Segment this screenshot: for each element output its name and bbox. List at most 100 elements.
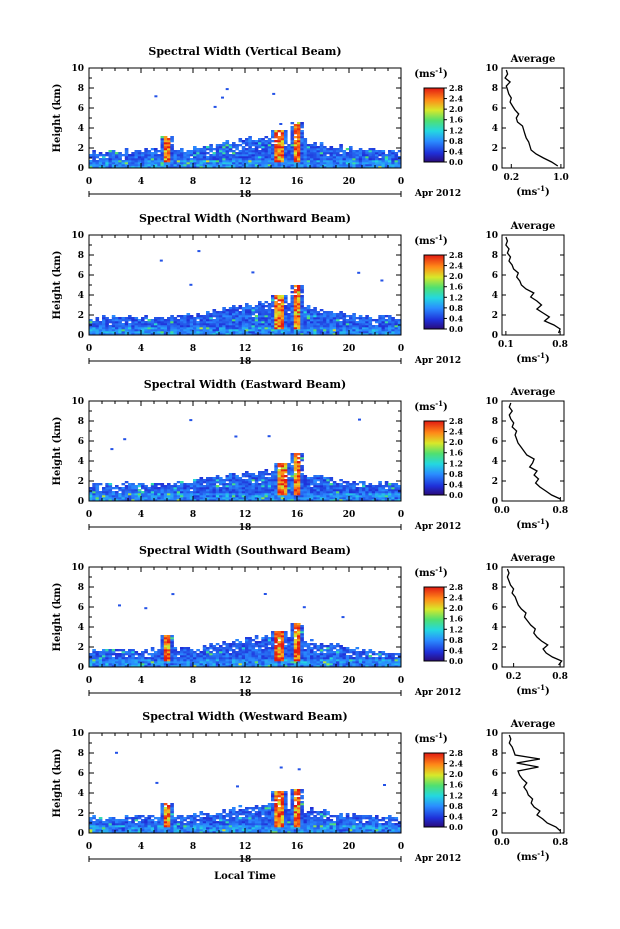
y-axis-label: Height (km) [52,251,63,320]
y-tick-label: 8 [78,251,84,261]
average-axes-frame [501,566,565,668]
average-axes-frame [501,400,565,502]
average-y-tick-label: 2 [492,809,498,819]
average-y-tick-label: 6 [492,603,498,613]
average-x-tick-label: 0.8 [552,340,568,350]
average-x-axis-label: (ms-1) [516,517,549,531]
y-tick-label: 8 [78,84,84,94]
colorbar-tick-label: 2.0 [449,603,463,613]
average-x-tick-label: 1.0 [553,173,569,183]
colorbar-tick-label: 0.0 [449,157,463,167]
heatmap-field [89,250,402,336]
average-y-tick-label: 4 [492,623,498,633]
average-y-tick-label: 0 [492,497,498,507]
x-tick-label: 0 [398,510,404,520]
average-x-tick-label: 0.8 [553,838,569,848]
y-tick-label: 6 [78,271,84,281]
x-tick-label: 16 [291,510,304,520]
average-y-tick-label: 2 [492,144,498,154]
y-tick-label: 4 [78,457,84,467]
colorbar-tick-label: 2.4 [449,759,463,769]
average-x-tick-label: 0.0 [494,838,510,848]
colorbar-tick-label: 0.8 [449,303,463,313]
date-month-label: Apr 2012 [414,356,461,366]
y-tick-label: 4 [78,623,84,633]
x-tick-label: 8 [190,842,196,852]
average-x-tick-label: 0.8 [553,506,569,516]
average-y-tick-label: 6 [492,104,498,114]
average-y-tick-label: 8 [492,749,498,759]
x-tick-label: 0 [86,177,92,187]
colorbar-tick-label: 0.0 [449,324,463,334]
average-x-tick-label: 0.2 [503,173,519,183]
date-month-label: Apr 2012 [414,854,461,864]
colorbar-unit-label: (ms-1) [414,66,447,80]
x-tick-label: 4 [138,510,144,520]
colorbar-tick-label: 1.6 [449,282,463,292]
colorbar-unit-label: (ms-1) [414,399,447,413]
x-tick-label: 8 [190,510,196,520]
y-tick-label: 0 [78,164,84,174]
average-x-axis-label: (ms-1) [516,184,549,198]
average-y-tick-label: 10 [485,64,498,74]
average-x-axis-label: (ms-1) [516,351,549,365]
average-y-tick-label: 4 [492,291,498,301]
average-x-tick-label: 0.2 [506,672,522,682]
y-tick-label: 6 [78,437,84,447]
average-y-tick-label: 0 [492,663,498,673]
x-tick-label: 12 [239,842,252,852]
panel-5: Spectral Width (Westward Beam) 0 2 4 6 8 10 Hei… [52,710,568,882]
colorbar-tick-label: 0.8 [449,801,463,811]
date-day-label: 18 [239,523,252,533]
average-y-tick-label: 0 [492,331,498,341]
y-tick-label: 0 [78,663,84,673]
x-tick-label: 0 [398,344,404,354]
average-y-tick-label: 4 [492,457,498,467]
average-axes-frame [501,732,565,834]
colorbar-tick-label: 1.2 [449,624,463,634]
colorbar-tick-label: 2.8 [449,83,463,93]
average-profile-line [504,69,559,167]
colorbar-tick-label: 1.6 [449,614,463,624]
x-tick-label: 16 [291,842,304,852]
x-tick-label: 20 [343,510,356,520]
average-axes-frame [501,234,565,336]
y-tick-label: 2 [78,809,84,819]
colorbar-tick-label: 0.0 [449,822,463,832]
average-y-tick-label: 0 [492,164,498,174]
y-tick-label: 4 [78,291,84,301]
x-tick-label: 12 [239,344,252,354]
colorbar-tick-label: 0.0 [449,490,463,500]
y-tick-label: 2 [78,144,84,154]
colorbar-tick-label: 2.0 [449,104,463,114]
y-tick-label: 0 [78,497,84,507]
y-axis-label: Height (km) [52,583,63,652]
date-day-label: 18 [239,190,252,200]
average-title: Average [510,54,556,65]
average-y-tick-label: 2 [492,643,498,653]
x-tick-label: 0 [86,510,92,520]
average-profile-line [508,402,561,500]
colorbar [423,752,445,828]
colorbar-tick-label: 2.8 [449,250,463,260]
y-tick-label: 6 [78,603,84,613]
date-day-label: 18 [239,689,252,699]
date-month-label: Apr 2012 [414,189,461,199]
heatmap-field [89,751,402,834]
average-y-tick-label: 10 [485,563,498,573]
average-y-tick-label: 8 [492,84,498,94]
average-x-tick-label: 0.1 [498,340,514,350]
colorbar-tick-label: 1.2 [449,292,463,302]
average-y-tick-label: 8 [492,251,498,261]
colorbar-tick-label: 2.0 [449,437,463,447]
average-y-tick-label: 10 [485,231,498,241]
y-tick-label: 10 [71,563,84,573]
y-tick-label: 10 [71,729,84,739]
y-axis-label: Height (km) [52,84,63,153]
x-tick-label: 20 [343,676,356,686]
colorbar-tick-label: 0.8 [449,469,463,479]
colorbar-tick-label: 0.4 [449,479,463,489]
y-tick-label: 2 [78,477,84,487]
colorbar-tick-label: 0.4 [449,313,463,323]
